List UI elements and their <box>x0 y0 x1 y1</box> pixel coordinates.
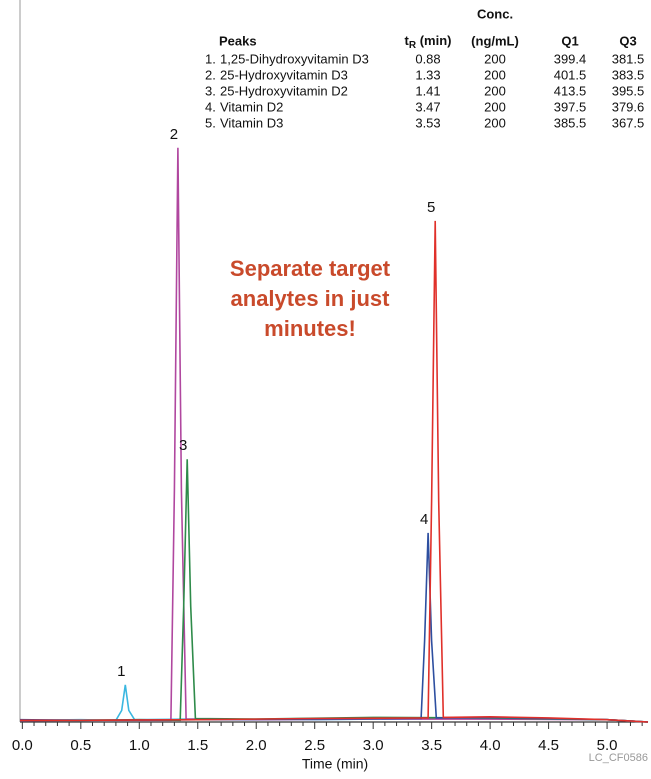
table-header: Peaks <box>219 33 257 48</box>
x-tick-label: 3.0 <box>363 737 384 754</box>
x-tick-label: 0.5 <box>70 737 91 754</box>
annotation: Separate target <box>230 256 391 281</box>
header-part: t <box>405 33 410 48</box>
table-cell: 25-Hydroxyvitamin D3 <box>220 67 348 82</box>
table-cell: 383.5 <box>612 67 645 82</box>
chromatogram-line <box>20 459 649 723</box>
peak-label: 3 <box>179 437 187 454</box>
table-cell: 1. <box>205 51 216 66</box>
table-cell: 395.5 <box>612 83 645 98</box>
table-cell: 25-Hydroxyvitamin D2 <box>220 83 348 98</box>
x-tick-label: 0.0 <box>12 737 33 754</box>
chromatogram-line <box>19 684 649 723</box>
table-cell: Vitamin D3 <box>220 115 283 130</box>
table-cell: 3.53 <box>415 115 440 130</box>
table-cell: 200 <box>484 51 506 66</box>
x-tick-label: 1.5 <box>187 737 208 754</box>
table-cell: 413.5 <box>554 83 587 98</box>
header-sub: R <box>409 40 417 51</box>
table-cell: 367.5 <box>612 115 645 130</box>
table-cell: 381.5 <box>612 51 645 66</box>
x-tick-label: 2.5 <box>304 737 325 754</box>
x-tick-label: 2.0 <box>246 737 267 754</box>
table-header: tR (min) <box>405 33 452 50</box>
peak-label: 2 <box>170 126 178 143</box>
table-header: Q1 <box>561 33 578 48</box>
footnote: LC_CF0586 <box>589 752 648 764</box>
table-cell: 1.33 <box>415 67 440 82</box>
header-part: (min) <box>416 33 451 48</box>
x-axis-title: Time (min) <box>302 756 368 772</box>
table-cell: 1,25-Dihydroxyvitamin D3 <box>220 51 369 66</box>
table-cell: 200 <box>484 115 506 130</box>
chromatogram-line <box>19 147 649 723</box>
chromatogram-line <box>20 220 649 723</box>
chromatogram-line <box>19 532 649 723</box>
annotation: minutes! <box>264 316 356 341</box>
table-cell: 4. <box>205 99 216 114</box>
table-cell: 200 <box>484 99 506 114</box>
x-tick-label: 5.0 <box>597 737 618 754</box>
table-cell: 399.4 <box>554 51 587 66</box>
table-cell: 200 <box>484 67 506 82</box>
table-cell: 0.88 <box>415 51 440 66</box>
x-tick-label: 1.0 <box>129 737 150 754</box>
peak-label: 1 <box>117 663 125 680</box>
x-tick-label: 3.5 <box>421 737 442 754</box>
peak-label: 5 <box>427 199 435 216</box>
table-cell: 401.5 <box>554 67 587 82</box>
table-cell: 379.6 <box>612 99 645 114</box>
table-cell: 3. <box>205 83 216 98</box>
table-cell: 5. <box>205 115 216 130</box>
peak-label: 4 <box>420 511 428 528</box>
table-cell: 2. <box>205 67 216 82</box>
table-cell: 397.5 <box>554 99 587 114</box>
table-header: Conc. <box>477 6 513 21</box>
table-cell: 385.5 <box>554 115 587 130</box>
x-tick-label: 4.0 <box>480 737 501 754</box>
table-header: (ng/mL) <box>471 33 519 48</box>
table-cell: 1.41 <box>415 83 440 98</box>
annotation: analytes in just <box>231 286 391 311</box>
table-cell: 3.47 <box>415 99 440 114</box>
table-cell: 200 <box>484 83 506 98</box>
table-header: Q3 <box>619 33 636 48</box>
table-cell: Vitamin D2 <box>220 99 283 114</box>
x-tick-label: 4.5 <box>538 737 559 754</box>
